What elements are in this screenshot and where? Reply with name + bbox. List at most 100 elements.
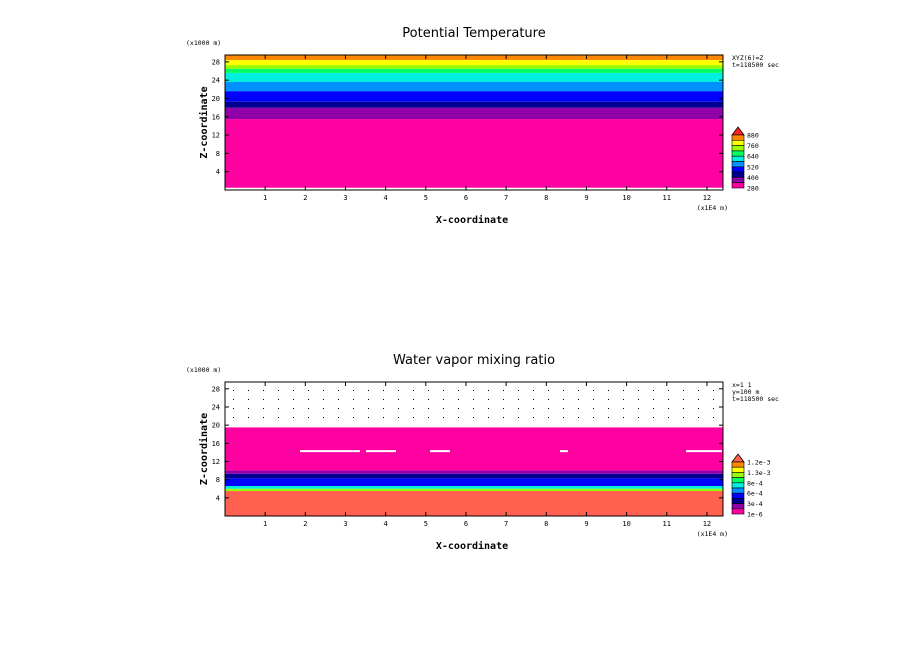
grid-dot bbox=[248, 417, 249, 418]
y-tick-label: 8 bbox=[216, 476, 220, 484]
y-axis-label: Z-coordinate bbox=[198, 413, 210, 485]
grid-dot bbox=[563, 417, 564, 418]
y-tick-label: 4 bbox=[216, 494, 220, 502]
grid-dot bbox=[278, 390, 279, 391]
info-text: t=118500 sec bbox=[732, 395, 779, 403]
contour-band-2 bbox=[225, 107, 723, 120]
x-tick-label: 6 bbox=[464, 194, 468, 202]
grid-dot bbox=[548, 390, 549, 391]
legend-swatch bbox=[731, 145, 745, 152]
grid-dot bbox=[248, 399, 249, 400]
grid-dot bbox=[668, 390, 669, 391]
legend-arrow bbox=[731, 126, 745, 136]
legend-label: 640 bbox=[747, 153, 759, 161]
contour-band-8 bbox=[225, 65, 723, 69]
grid-dot bbox=[548, 417, 549, 418]
grid-dot bbox=[698, 417, 699, 418]
contour-band-9 bbox=[225, 60, 723, 66]
legend-swatch bbox=[731, 487, 745, 494]
legend-label: 880 bbox=[747, 132, 759, 140]
grid-dot bbox=[668, 417, 669, 418]
grid-dot bbox=[413, 408, 414, 409]
x-tick-label: 3 bbox=[343, 194, 347, 202]
grid-dot bbox=[548, 408, 549, 409]
grid-dot bbox=[593, 408, 594, 409]
grid-dot bbox=[608, 408, 609, 409]
data-gap-4 bbox=[560, 450, 568, 453]
y-scale-label: (x1000 m) bbox=[186, 39, 221, 47]
legend-swatch bbox=[731, 182, 745, 189]
grid-dot bbox=[233, 399, 234, 400]
grid-dot bbox=[263, 390, 264, 391]
data-gap-5 bbox=[686, 450, 722, 453]
chart-title: Potential Temperature bbox=[402, 26, 545, 41]
y-tick-label: 8 bbox=[216, 150, 220, 158]
legend-swatch bbox=[731, 508, 745, 515]
grid-dot bbox=[578, 390, 579, 391]
grid-dot bbox=[353, 408, 354, 409]
grid-dot bbox=[293, 390, 294, 391]
grid-dot bbox=[398, 390, 399, 391]
x-tick-label: 7 bbox=[504, 194, 508, 202]
grid-dot bbox=[713, 390, 714, 391]
legend-swatch bbox=[731, 161, 745, 168]
x-tick-label: 11 bbox=[663, 194, 671, 202]
chart-title: Water vapor mixing ratio bbox=[393, 353, 555, 368]
grid-dot bbox=[713, 408, 714, 409]
legend-label: 1.3e-3 bbox=[747, 469, 771, 477]
grid-dot bbox=[428, 417, 429, 418]
grid-dot bbox=[443, 417, 444, 418]
x-tick-label: 8 bbox=[544, 194, 548, 202]
grid-dot bbox=[488, 417, 489, 418]
legend-swatch bbox=[731, 503, 745, 510]
grid-dot bbox=[683, 399, 684, 400]
contour-band-5 bbox=[225, 82, 723, 92]
contour-band-7 bbox=[225, 427, 723, 471]
grid-dot bbox=[533, 408, 534, 409]
x-tick-label: 8 bbox=[544, 520, 548, 528]
legend-swatch bbox=[731, 498, 745, 504]
grid-dot bbox=[668, 408, 669, 409]
grid-dot bbox=[248, 390, 249, 391]
grid-dot bbox=[713, 399, 714, 400]
grid-dot bbox=[518, 417, 519, 418]
grid-dot bbox=[383, 390, 384, 391]
contour-band-3 bbox=[225, 486, 723, 489]
grid-dot bbox=[353, 390, 354, 391]
grid-dot bbox=[563, 390, 564, 391]
grid-dot bbox=[518, 390, 519, 391]
grid-dot bbox=[428, 408, 429, 409]
x-tick-label: 1 bbox=[263, 520, 267, 528]
grid-dot bbox=[608, 390, 609, 391]
grid-dot bbox=[233, 417, 234, 418]
grid-dot bbox=[503, 417, 504, 418]
y-tick-label: 28 bbox=[212, 58, 220, 66]
grid-dot bbox=[518, 408, 519, 409]
legend-label: 3e-4 bbox=[747, 500, 763, 508]
legend-label: 400 bbox=[747, 174, 759, 182]
grid-dot bbox=[248, 408, 249, 409]
grid-dot bbox=[533, 399, 534, 400]
legend-label: 760 bbox=[747, 142, 759, 150]
x-tick-label: 3 bbox=[343, 520, 347, 528]
legend-swatch bbox=[731, 466, 745, 473]
legend-label: 280 bbox=[747, 185, 759, 193]
data-gap-1 bbox=[300, 450, 360, 453]
x-scale-label: (x1E4 m) bbox=[697, 204, 728, 212]
x-tick-label: 9 bbox=[584, 194, 588, 202]
data-gap-3 bbox=[430, 450, 450, 453]
grid-dot bbox=[563, 399, 564, 400]
grid-dot bbox=[308, 399, 309, 400]
grid-dot bbox=[293, 408, 294, 409]
grid-dot bbox=[488, 399, 489, 400]
x-tick-label: 2 bbox=[303, 520, 307, 528]
x-tick-label: 6 bbox=[464, 520, 468, 528]
contour-band-3 bbox=[225, 101, 723, 108]
y-tick-label: 24 bbox=[212, 77, 220, 85]
legend-label: 6e-4 bbox=[747, 490, 763, 498]
legend-swatch bbox=[731, 492, 745, 499]
grid-dot bbox=[593, 399, 594, 400]
grid-dot bbox=[548, 399, 549, 400]
grid-dot bbox=[698, 408, 699, 409]
